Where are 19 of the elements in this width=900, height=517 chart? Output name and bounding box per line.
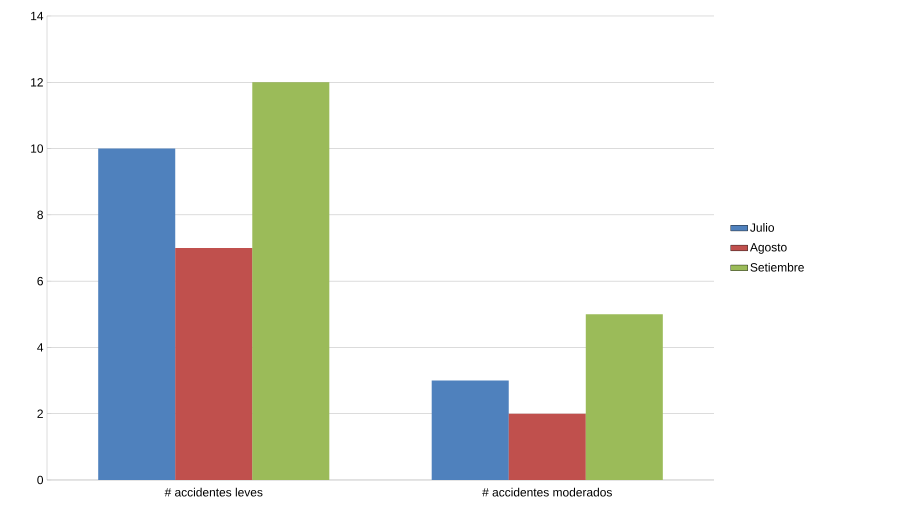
x-tick-label: # accidentes leves bbox=[164, 488, 262, 497]
legend-label: Julio bbox=[750, 223, 774, 232]
y-tick-label: 4 bbox=[37, 343, 44, 352]
bar bbox=[98, 148, 176, 480]
legend-label: Setiembre bbox=[750, 262, 804, 272]
y-tick-label: 10 bbox=[31, 144, 44, 153]
bar bbox=[252, 82, 330, 480]
y-tick-label: 14 bbox=[31, 12, 44, 20]
y-tick-label: 8 bbox=[37, 210, 43, 220]
bar bbox=[508, 414, 586, 480]
legend-label: Agosto bbox=[750, 243, 787, 254]
x-tick-label: # accidentes moderados bbox=[482, 488, 612, 497]
y-tick-label: 0 bbox=[37, 476, 44, 484]
y-tick-label: 2 bbox=[37, 410, 43, 418]
bar bbox=[175, 248, 252, 480]
y-tick-label: 6 bbox=[37, 276, 43, 286]
bar bbox=[432, 380, 509, 480]
bar bbox=[586, 314, 663, 480]
y-tick-label: 12 bbox=[31, 78, 43, 86]
